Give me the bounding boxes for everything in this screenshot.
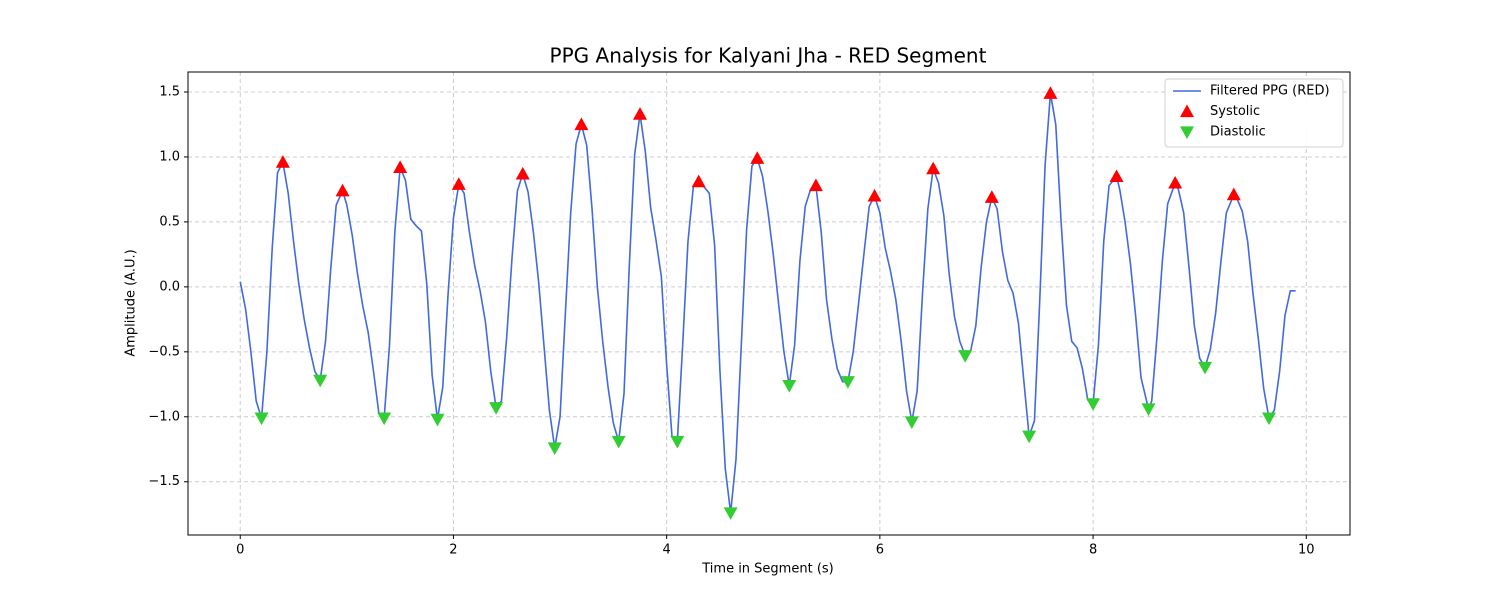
y-tick-label: 1.0 (159, 149, 180, 164)
systolic-marker (275, 155, 290, 168)
systolic-marker (574, 117, 589, 131)
diastolic-marker (1261, 412, 1276, 426)
y-axis-label: Amplitude (A.U.) (124, 249, 139, 356)
systolic-marker (1043, 86, 1058, 99)
ppg-line (239, 93, 1296, 514)
legend-label: Systolic (1210, 104, 1260, 119)
diastolic-marker (723, 507, 738, 520)
diastolic-marker (958, 350, 973, 363)
diastolic-marker (1141, 403, 1156, 416)
legend-label: Filtered PPG (RED) (1210, 84, 1330, 99)
legend-marker (1180, 126, 1194, 139)
diastolic-marker (430, 413, 445, 427)
chart-title: PPG Analysis for Kalyani Jha - RED Segme… (550, 44, 987, 68)
diastolic-marker (670, 435, 685, 449)
systolic-marker (984, 190, 999, 203)
y-tick-label: −0.5 (148, 344, 180, 359)
diastolic-marker (254, 412, 269, 426)
y-tick-label: 1.5 (159, 85, 180, 100)
systolic-marker (393, 160, 408, 173)
y-tick-label: 0.5 (159, 214, 180, 229)
legend-label: Diastolic (1210, 125, 1266, 140)
diastolic-marker (489, 402, 504, 415)
diastolic-marker (547, 442, 562, 455)
x-axis-label: Time in Segment (s) (701, 562, 833, 577)
diastolic-marker (782, 380, 797, 393)
y-tick-label: 0.0 (159, 279, 180, 294)
x-tick-label: 6 (876, 543, 884, 558)
x-tick-label: 4 (663, 543, 671, 558)
x-tick-label: 8 (1089, 543, 1097, 558)
legend-marker (1180, 104, 1194, 118)
diastolic-marker (840, 376, 855, 389)
systolic-marker (926, 161, 941, 175)
diastolic-marker (313, 374, 328, 388)
x-tick-label: 0 (236, 543, 244, 558)
systolic-marker (691, 174, 706, 188)
systolic-marker (451, 177, 466, 190)
systolic-marker (335, 183, 350, 197)
y-tick-label: −1.5 (148, 474, 180, 489)
plot-frame (187, 71, 1351, 536)
diastolic-marker (1086, 398, 1101, 411)
diastolic-marker (377, 412, 392, 426)
systolic-marker (808, 178, 823, 192)
systolic-marker (867, 188, 882, 202)
systolic-marker (750, 151, 765, 164)
systolic-marker (1109, 169, 1124, 183)
diastolic-marker (904, 416, 919, 429)
x-tick-label: 10 (1298, 543, 1315, 558)
y-tick-label: −1.0 (148, 409, 180, 424)
diastolic-marker (1022, 430, 1037, 444)
legend-box (1164, 78, 1344, 148)
systolic-marker (515, 166, 530, 180)
systolic-marker (1226, 187, 1241, 201)
systolic-marker (1168, 175, 1183, 189)
systolic-marker (633, 107, 648, 120)
x-tick-label: 2 (449, 543, 457, 558)
diastolic-marker (611, 435, 626, 449)
diastolic-marker (1198, 361, 1213, 375)
